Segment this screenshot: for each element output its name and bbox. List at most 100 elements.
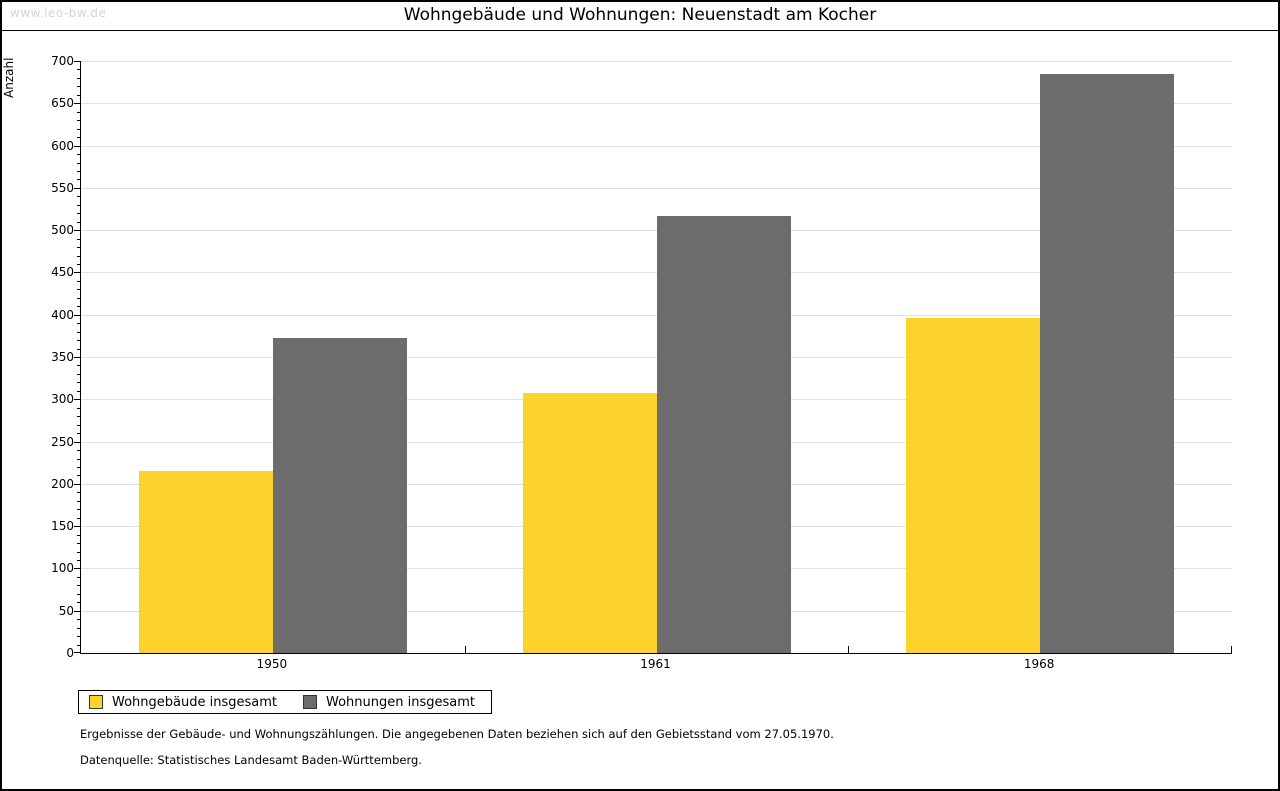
y-minor-tick bbox=[77, 373, 80, 375]
y-tick-label: 200 bbox=[51, 476, 74, 491]
y-major-tick bbox=[74, 399, 80, 401]
y-major-tick bbox=[74, 568, 80, 570]
y-major-tick bbox=[74, 441, 80, 443]
y-minor-tick bbox=[77, 466, 80, 468]
y-minor-tick bbox=[77, 94, 80, 96]
y-axis-labels: 0 50 100 150 200 250 300 350 400 450 500 550 600 650 7… bbox=[0, 54, 74, 660]
y-minor-tick bbox=[77, 340, 80, 342]
x-axis-end-tick bbox=[1231, 646, 1232, 653]
y-minor-tick bbox=[77, 407, 80, 409]
legend-label: Wohngebäude insgesamt bbox=[112, 694, 277, 710]
y-minor-tick bbox=[77, 120, 80, 122]
y-tick-label: 600 bbox=[51, 138, 74, 153]
y-minor-tick bbox=[77, 382, 80, 384]
y-minor-tick bbox=[77, 534, 80, 536]
x-axis-tick bbox=[848, 646, 850, 653]
y-tick-label: 700 bbox=[51, 54, 74, 68]
y-tick-label: 0 bbox=[66, 646, 74, 660]
y-major-tick bbox=[74, 314, 80, 316]
bar-1961-wohnungen bbox=[656, 215, 791, 653]
y-minor-tick bbox=[77, 450, 80, 452]
y-major-tick bbox=[74, 357, 80, 358]
legend: Wohngebäude insgesamt Wohnungen insgesam… bbox=[78, 690, 492, 714]
x-tick-label: 1961 bbox=[640, 657, 671, 671]
y-minor-tick bbox=[77, 475, 80, 477]
y-tick-label: 250 bbox=[51, 434, 74, 449]
y-minor-tick bbox=[77, 162, 80, 164]
y-minor-tick bbox=[77, 619, 80, 621]
y-major-tick bbox=[74, 610, 80, 612]
y-major-tick bbox=[74, 61, 80, 62]
y-minor-tick bbox=[77, 576, 80, 578]
y-minor-tick bbox=[77, 636, 80, 638]
legend-entry-wohnungen: Wohnungen insgesamt bbox=[303, 695, 475, 710]
y-tick-label: 350 bbox=[51, 350, 74, 364]
y-major-tick bbox=[74, 526, 80, 528]
y-minor-tick bbox=[77, 77, 80, 79]
y-tick-label: 550 bbox=[51, 180, 74, 195]
y-tick-label: 100 bbox=[51, 561, 74, 576]
y-minor-tick bbox=[77, 331, 80, 333]
y-tick-label: 450 bbox=[51, 265, 74, 280]
y-minor-tick bbox=[77, 644, 80, 646]
y-minor-tick bbox=[77, 585, 80, 587]
bar-1950-wohnungen bbox=[272, 337, 407, 653]
y-minor-tick bbox=[77, 297, 80, 299]
y-minor-tick bbox=[77, 137, 80, 139]
y-minor-tick bbox=[77, 289, 80, 291]
y-minor-tick bbox=[77, 204, 80, 206]
y-minor-tick bbox=[77, 86, 80, 88]
title-bar: www.leo-bw.de Wohngebäude und Wohnungen:… bbox=[0, 0, 1280, 31]
plot-area bbox=[74, 61, 1232, 654]
y-minor-tick bbox=[77, 509, 80, 511]
y-minor-tick bbox=[77, 154, 80, 156]
gridline bbox=[81, 187, 1232, 189]
y-minor-tick bbox=[77, 517, 80, 519]
y-minor-tick bbox=[77, 458, 80, 460]
y-minor-tick bbox=[77, 416, 80, 418]
footnote-line-1: Ergebnisse der Gebäude- und Wohnungszähl… bbox=[80, 727, 834, 741]
gridline bbox=[81, 145, 1232, 147]
y-minor-tick bbox=[77, 424, 80, 426]
x-axis-tick bbox=[464, 646, 466, 653]
y-minor-tick bbox=[77, 196, 80, 198]
y-minor-tick bbox=[77, 111, 80, 113]
y-minor-tick bbox=[77, 280, 80, 282]
y-major-tick bbox=[74, 272, 80, 274]
y-major-tick bbox=[74, 230, 80, 232]
y-minor-tick bbox=[77, 543, 80, 545]
y-minor-tick bbox=[77, 247, 80, 249]
y-minor-tick bbox=[77, 433, 80, 435]
y-tick-label: 150 bbox=[51, 519, 74, 534]
y-minor-tick bbox=[77, 213, 80, 215]
y-major-tick bbox=[74, 103, 80, 105]
gridline bbox=[81, 61, 1232, 62]
legend-swatch-yellow-icon bbox=[89, 695, 103, 709]
y-tick-label: 500 bbox=[51, 223, 74, 238]
y-minor-tick bbox=[77, 627, 80, 629]
page-title: Wohngebäude und Wohnungen: Neuenstadt am… bbox=[403, 5, 877, 25]
footnote-line-2: Datenquelle: Statistisches Landesamt Bad… bbox=[80, 753, 422, 767]
y-tick-label: 400 bbox=[51, 307, 74, 322]
y-minor-tick bbox=[77, 348, 80, 350]
y-minor-tick bbox=[77, 306, 80, 308]
y-minor-tick bbox=[77, 559, 80, 561]
y-minor-tick bbox=[77, 390, 80, 392]
watermark: www.leo-bw.de bbox=[10, 6, 107, 20]
x-tick-label: 1950 bbox=[256, 657, 288, 671]
x-axis-labels: 1950 1961 1968 bbox=[80, 657, 1231, 673]
y-minor-tick bbox=[77, 263, 80, 265]
y-minor-tick bbox=[77, 500, 80, 502]
y-major-tick bbox=[74, 145, 80, 147]
y-minor-tick bbox=[77, 492, 80, 494]
y-major-tick bbox=[74, 652, 80, 653]
bar-1961-wohngebaeude bbox=[522, 392, 657, 653]
y-tick-label: 300 bbox=[51, 392, 74, 407]
y-minor-tick bbox=[77, 238, 80, 240]
legend-swatch-gray-icon bbox=[303, 695, 317, 709]
gridline bbox=[81, 103, 1232, 105]
x-tick-label: 1968 bbox=[1023, 657, 1055, 671]
bar-1950-wohngebaeude bbox=[138, 471, 273, 653]
legend-entry-wohngebaeude: Wohngebäude insgesamt bbox=[89, 695, 277, 710]
